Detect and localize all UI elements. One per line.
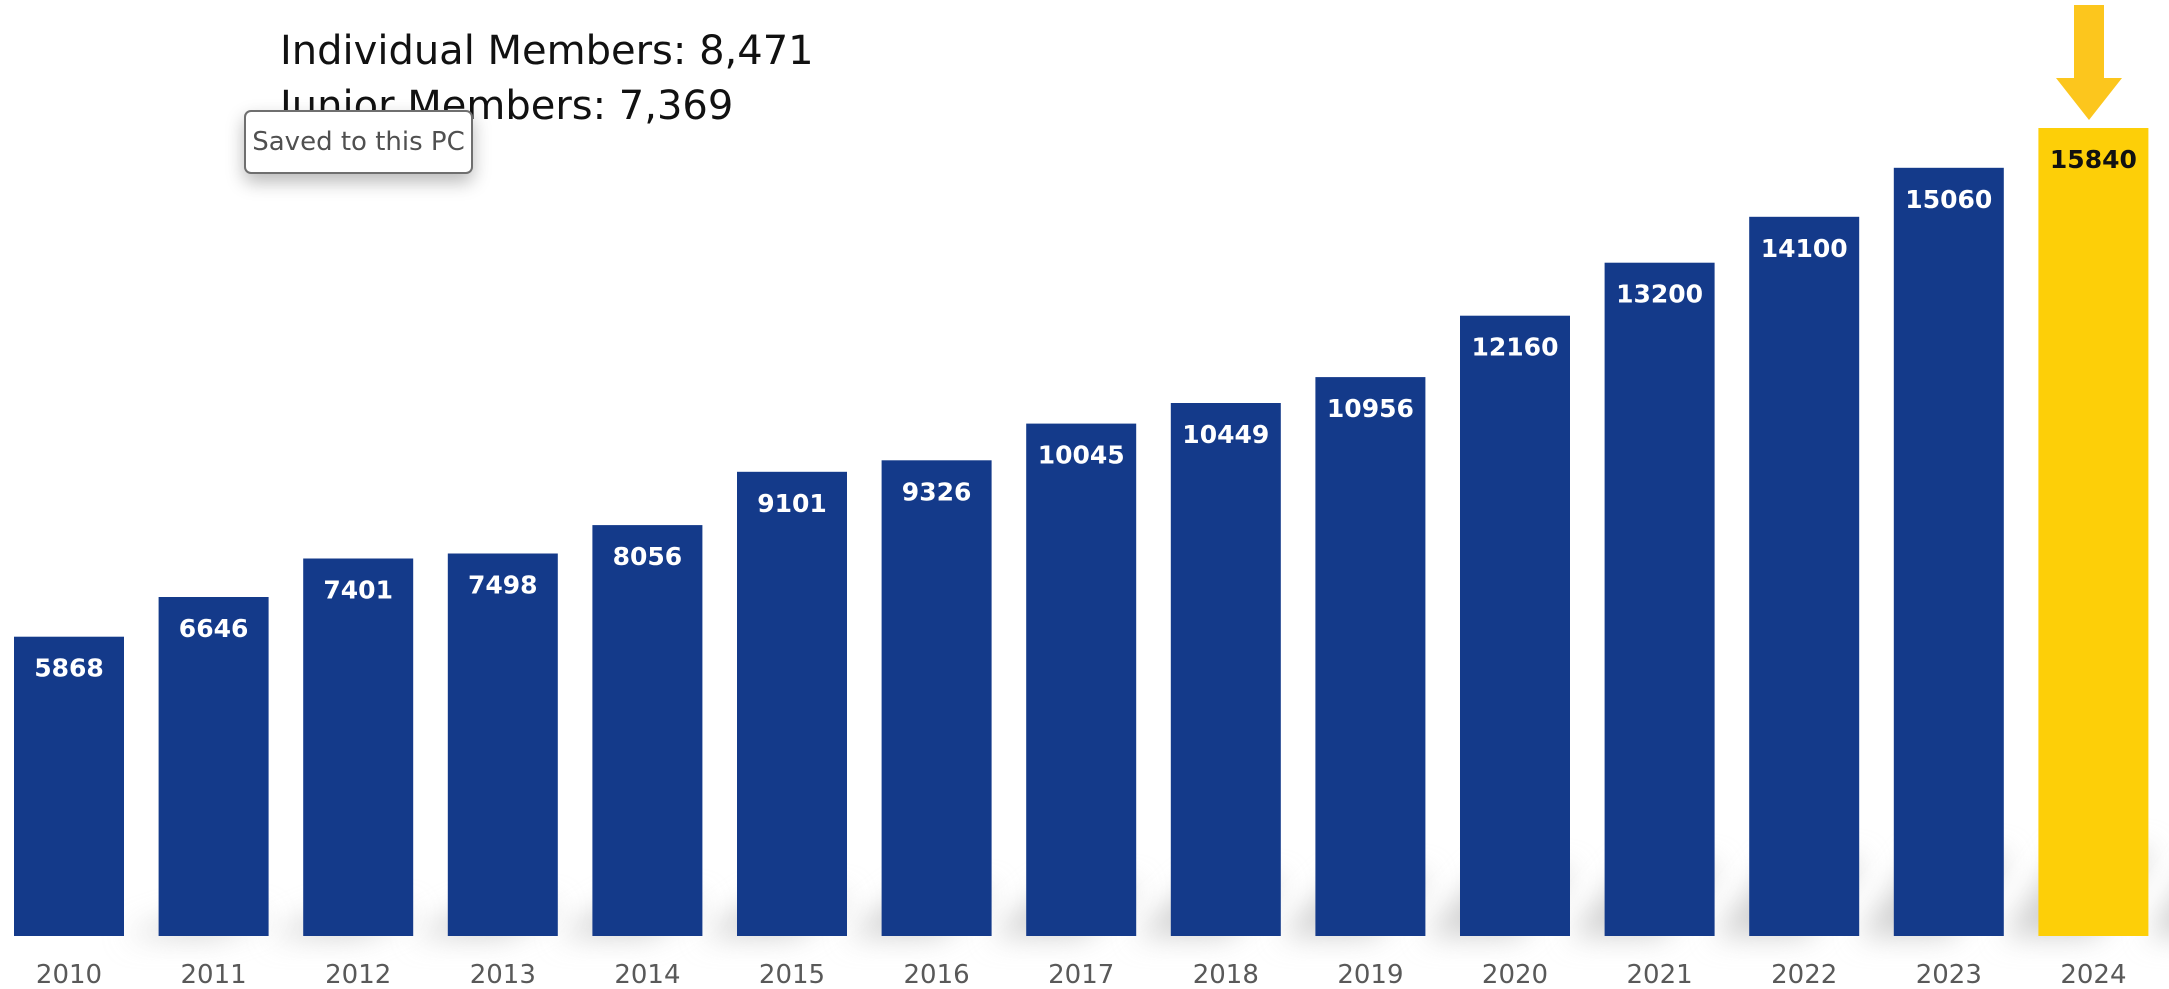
data-labels-layer: 5868 6646 7401 7498 8056 9101 9326 10045 10449 10… xyxy=(34,145,2137,683)
bar-2011 xyxy=(158,597,269,936)
data-label-2010: 5868 xyxy=(34,654,104,683)
x-tick-2023: 2023 xyxy=(1916,960,1982,989)
x-axis-tick-labels: 2010 2011 2012 2013 2014 2015 2016 2017 2018 2019… xyxy=(36,960,2127,989)
bar-2018 xyxy=(1170,403,1281,936)
x-tick-2024: 2024 xyxy=(2060,960,2126,989)
data-label-2015: 9101 xyxy=(757,489,827,518)
x-tick-2013: 2013 xyxy=(470,960,536,989)
highlight-arrow-layer xyxy=(2056,5,2122,120)
data-label-2014: 8056 xyxy=(613,542,683,571)
x-tick-2017: 2017 xyxy=(1048,960,1114,989)
x-tick-2010: 2010 xyxy=(36,960,102,989)
bar-2016 xyxy=(881,460,992,936)
data-label-2011: 6646 xyxy=(179,614,249,643)
bar-2019 xyxy=(1315,377,1426,937)
data-label-2023: 15060 xyxy=(1905,185,1992,214)
x-tick-2016: 2016 xyxy=(904,960,970,989)
bar-2010 xyxy=(14,636,124,936)
data-label-2017: 10045 xyxy=(1038,441,1125,470)
bars-layer xyxy=(14,128,2149,937)
bar-2022 xyxy=(1749,216,1860,937)
data-label-2012: 7401 xyxy=(323,576,393,605)
data-label-2018: 10449 xyxy=(1182,420,1269,449)
bar-2024 xyxy=(2038,128,2149,936)
bar-shadow xyxy=(2148,905,2169,936)
individual-members-stat: Individual Members: 8,471 xyxy=(280,28,814,74)
saved-toast: Saved to this PC xyxy=(244,110,473,174)
bar-2023 xyxy=(1893,167,2004,937)
x-tick-2020: 2020 xyxy=(1482,960,1548,989)
data-label-2022: 14100 xyxy=(1761,234,1848,263)
bar-2021 xyxy=(1604,262,1715,936)
data-label-2016: 9326 xyxy=(902,477,972,506)
bar-2015 xyxy=(737,471,847,936)
x-tick-2018: 2018 xyxy=(1193,960,1259,989)
x-tick-2012: 2012 xyxy=(325,960,391,989)
x-tick-2014: 2014 xyxy=(614,960,680,989)
arrow-down-icon xyxy=(2056,5,2122,120)
data-label-2019: 10956 xyxy=(1327,394,1414,423)
bar-2014 xyxy=(592,525,703,936)
bar-2013 xyxy=(447,553,558,936)
data-label-2013: 7498 xyxy=(468,571,538,600)
x-tick-2022: 2022 xyxy=(1771,960,1837,989)
bar-2012 xyxy=(303,558,414,936)
bar-2017 xyxy=(1026,423,1137,937)
bar-shadow-layer xyxy=(124,851,2169,936)
saved-toast-message: Saved to this PC xyxy=(252,127,465,157)
bar-2020 xyxy=(1460,315,1570,936)
x-tick-2019: 2019 xyxy=(1337,960,1403,989)
x-tick-2021: 2021 xyxy=(1627,960,1693,989)
x-tick-2015: 2015 xyxy=(759,960,825,989)
x-tick-2011: 2011 xyxy=(181,960,247,989)
data-label-2020: 12160 xyxy=(1472,333,1559,362)
data-label-2024: 15840 xyxy=(2050,145,2137,174)
data-label-2021: 13200 xyxy=(1616,280,1703,309)
